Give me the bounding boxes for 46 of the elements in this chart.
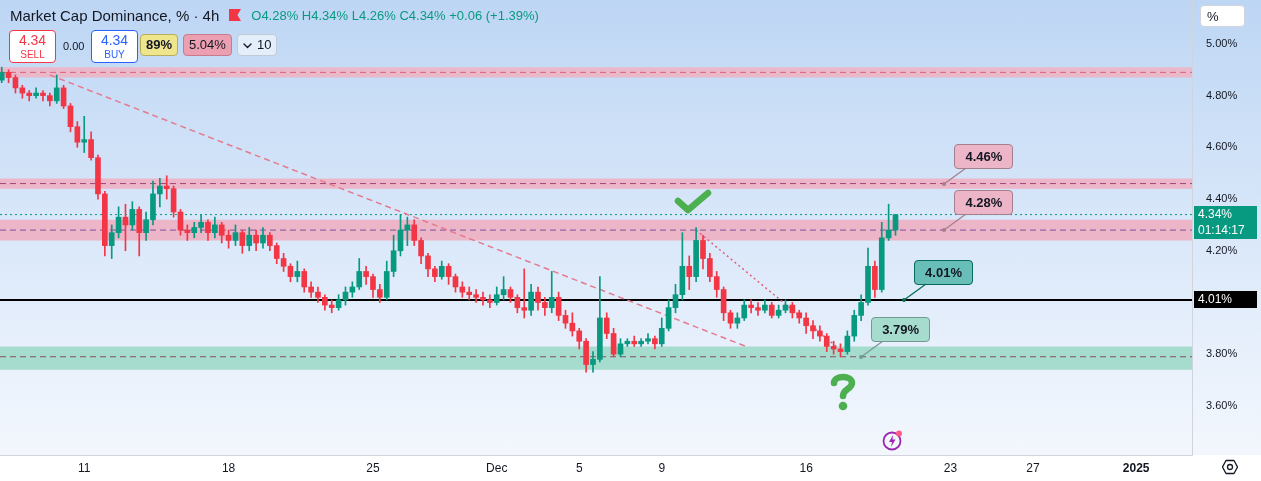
candlestick: [81, 116, 88, 153]
annotation: 3.79%: [871, 316, 930, 342]
sell-button: 4.34 SELL: [9, 30, 56, 63]
x-tick-label: 2025: [1122, 460, 1150, 475]
annotation: 4.34: [17, 32, 48, 48]
x-tick-label: Dec: [486, 460, 508, 475]
x-tick-label: 23: [943, 460, 958, 475]
label-tag: 89%: [140, 34, 179, 56]
y-tick-label: 5.00%: [1206, 36, 1238, 49]
callout: 4.01%: [901, 259, 974, 303]
annotation: 89%: [146, 37, 173, 52]
ref-line-label: 4.34%: [1197, 206, 1234, 224]
annotation: 4.34: [99, 32, 130, 48]
candlestick: [487, 294, 493, 308]
y-tick-label: 4.60%: [1206, 140, 1238, 153]
annotation: 10: [256, 37, 272, 52]
x-tick-label: 18: [221, 460, 236, 475]
annotation: 4.46%: [954, 143, 1014, 169]
annotation: 5.04%: [189, 37, 226, 52]
y-tick-label: 4.80%: [1206, 88, 1238, 101]
buy-button: 4.34 BUY: [91, 30, 138, 63]
annotation: 4.28%: [954, 190, 1014, 216]
label-tag: 5.04%: [183, 34, 232, 56]
annotation: 4.01%: [914, 259, 973, 285]
x-tick-label: 11: [77, 460, 91, 475]
annotation: 0.00: [63, 40, 85, 52]
x-tick-label: 27: [1026, 460, 1040, 475]
chart-title: Market Cap Dominance, % · 4h: [10, 6, 220, 24]
callout: 3.79%: [858, 316, 931, 360]
x-tick-label: 16: [799, 460, 814, 475]
x-tick-label: 9: [658, 460, 666, 475]
y-tick-label: 3.60%: [1206, 398, 1238, 411]
x-tick-label: 25: [366, 460, 380, 475]
y-tick-label: 4.20%: [1206, 243, 1238, 256]
x-tick-label: 5: [575, 460, 583, 475]
percent-button: %: [1200, 5, 1245, 27]
annotation: SELL: [19, 48, 46, 61]
y-tick-label: 4.40%: [1206, 192, 1238, 205]
callout: 4.28%: [941, 190, 1014, 234]
price-tag: 4.34% 01:14:17: [1194, 206, 1257, 240]
annotation: O4.28% H4.34% L4.26% C4.34% +0.06 (+1.39%): [251, 7, 539, 23]
annotation: BUY: [103, 48, 126, 61]
callout: 4.46%: [941, 143, 1014, 187]
price-tag: 4.01%: [1194, 291, 1257, 309]
dropdown-button: 10: [236, 34, 278, 56]
y-tick-label: 3.80%: [1206, 347, 1238, 360]
